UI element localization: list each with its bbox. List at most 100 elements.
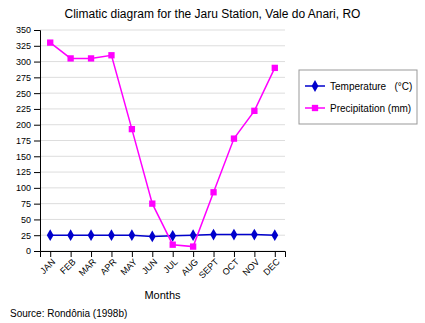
point: [251, 108, 257, 114]
point: [251, 229, 258, 241]
y-tick-label: 125: [16, 167, 31, 177]
grid-line: [40, 30, 285, 31]
y-tick-mark: [34, 46, 40, 47]
y-tick: 300: [16, 57, 40, 67]
point: [190, 243, 196, 249]
point: [67, 229, 74, 241]
x-tick: JUN: [140, 251, 159, 276]
x-tick-label: SEPT: [197, 256, 221, 280]
point: [108, 52, 114, 58]
point: [271, 229, 278, 241]
y-tick-label: 275: [16, 73, 31, 83]
y-tick: 250: [16, 89, 40, 99]
y-tick: 0: [26, 246, 40, 256]
point: [231, 135, 237, 141]
grid-line: [40, 61, 285, 62]
x-tick-mark: [71, 251, 72, 257]
legend-entry: Temperature (°C): [305, 80, 412, 92]
y-tick-mark: [34, 156, 40, 157]
grid-line: [40, 219, 285, 220]
grid-line: [40, 124, 285, 125]
y-tick-mark: [34, 219, 40, 220]
grid-line: [40, 77, 285, 78]
y-tick: 50: [21, 215, 40, 225]
point: [88, 229, 95, 241]
y-tick-mark: [34, 235, 40, 236]
series-line: [50, 43, 275, 247]
legend-marker: [312, 80, 319, 92]
y-tick: 175: [16, 136, 40, 146]
x-tick-mark: [111, 251, 112, 257]
x-tick-mark: [234, 251, 235, 257]
point: [129, 126, 135, 132]
y-tick-mark: [34, 109, 40, 110]
legend-frame: [299, 70, 417, 124]
point: [108, 229, 115, 241]
y-tick-label: 300: [16, 57, 31, 67]
legend-label: Temperature (°C): [330, 81, 412, 92]
y-tick: 75: [21, 199, 40, 209]
grid-line: [40, 172, 285, 173]
point: [47, 39, 53, 45]
grid-line: [40, 235, 285, 236]
y-tick: 25: [21, 231, 40, 241]
y-tick: 125: [16, 167, 40, 177]
y-tick-label: 350: [16, 25, 31, 35]
y-tick-mark: [34, 62, 40, 63]
y-tick-label: 100: [16, 183, 31, 193]
y-tick-label: 75: [21, 199, 31, 209]
x-tick-label: JAN: [38, 257, 57, 276]
y-tick-label: 50: [21, 215, 31, 225]
legend-entry: Precipitation (mm): [305, 103, 411, 114]
y-tick: 275: [16, 73, 40, 83]
x-tick-mark: [132, 251, 133, 257]
x-tick-mark: [173, 251, 174, 257]
grid: [40, 30, 285, 251]
y-tick-mark: [34, 204, 40, 205]
point: [272, 65, 278, 71]
x-tick: MAY: [118, 251, 138, 277]
y-tick-mark: [34, 125, 40, 126]
y-tick-label: 175: [16, 136, 31, 146]
x-tick-mark: [214, 251, 215, 257]
x-tick-mark: [254, 251, 255, 257]
grid-line: [40, 45, 285, 46]
grid-line: [40, 93, 285, 94]
legend-label: Precipitation (mm): [330, 103, 411, 114]
y-axis-line: [34, 31, 41, 252]
x-tick-mark: [50, 251, 51, 257]
y-tick-mark: [34, 172, 40, 173]
grid-line: [40, 108, 285, 109]
x-tick-label: JUL: [161, 257, 179, 275]
grid-line: [40, 140, 285, 141]
y-tick-mark: [34, 93, 40, 94]
y-tick-label: 325: [16, 41, 31, 51]
x-tick: NOV: [241, 251, 262, 278]
point: [67, 55, 73, 61]
x-tick: MAR: [77, 251, 99, 278]
y-tick-label: 150: [16, 152, 31, 162]
point: [149, 200, 155, 206]
x-tick-mark: [91, 251, 92, 257]
legend-marker: [312, 105, 318, 111]
chart: Climatic diagram for the Jaru Station, V…: [0, 0, 425, 323]
x-tick: FEB: [58, 251, 77, 276]
x-tick-label: OCT: [220, 256, 241, 277]
grid-line: [40, 187, 285, 188]
y-tick-mark: [34, 30, 40, 31]
point: [210, 189, 216, 195]
x-tick-label: FEB: [58, 257, 77, 276]
x-tick-label: NOV: [241, 257, 262, 278]
x-tick: SEPT: [197, 251, 221, 280]
grid-line: [40, 156, 285, 157]
marks: [47, 39, 278, 249]
point: [47, 229, 54, 241]
x-tick: APR: [98, 251, 119, 277]
point: [149, 231, 156, 243]
x-tick-label: JUN: [140, 257, 159, 276]
y-tick-label: 225: [16, 104, 31, 114]
y-tick-label: 0: [26, 246, 31, 256]
y-tick-label: 250: [16, 89, 31, 99]
point: [210, 229, 217, 241]
legend: Temperature (°C) Precipitation (mm): [299, 70, 417, 124]
